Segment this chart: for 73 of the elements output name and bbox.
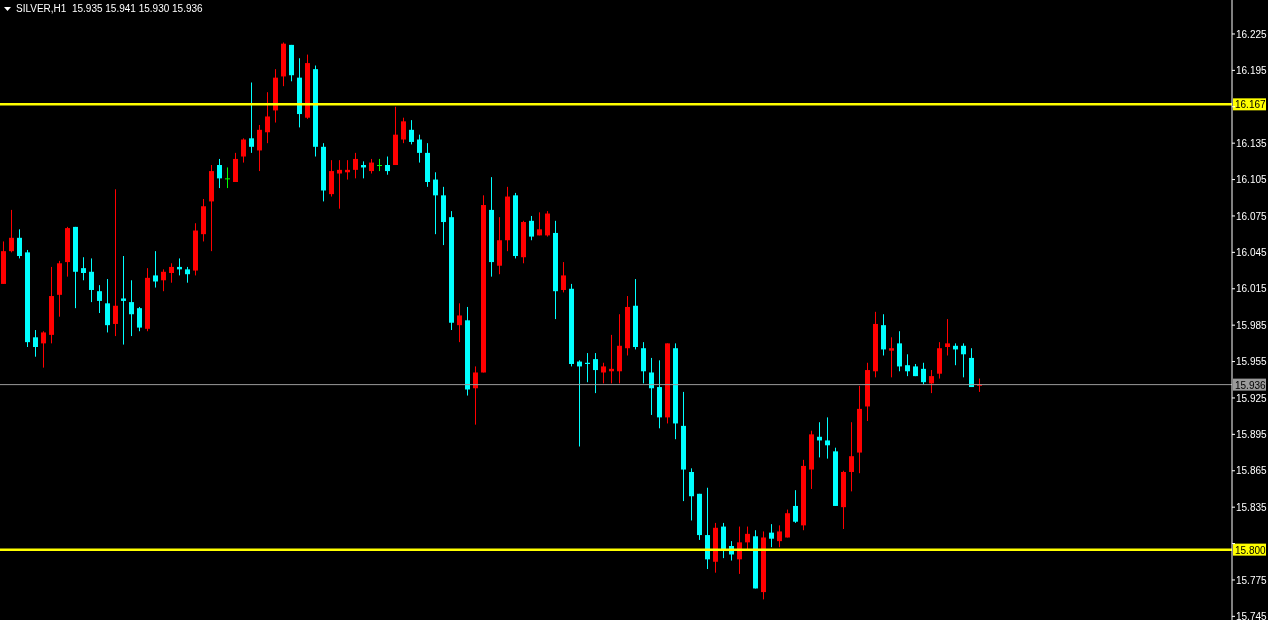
candlestick (17, 228, 22, 259)
candlestick (265, 91, 270, 144)
candlestick (401, 117, 406, 144)
candlestick (769, 523, 774, 548)
y-tick-label: 15.865 (1236, 465, 1268, 477)
candlestick (433, 171, 438, 235)
candlestick (601, 362, 606, 384)
candlestick (905, 353, 910, 377)
y-tick-label: 16.075 (1236, 210, 1268, 222)
candlestick (417, 134, 422, 164)
y-tick-label: 16.045 (1236, 246, 1268, 258)
candlestick (849, 421, 854, 492)
candlestick (121, 255, 126, 346)
candlestick (105, 278, 110, 333)
candlestick (153, 250, 158, 289)
candlestick (649, 357, 654, 416)
y-tick-label: 16.015 (1236, 283, 1268, 295)
candlestick (641, 341, 646, 384)
candlestick (9, 209, 14, 253)
y-tick-label: 15.985 (1236, 319, 1268, 331)
candlestick (793, 489, 798, 524)
y-tick-label: 15.925 (1236, 392, 1268, 404)
candlestick (137, 306, 142, 332)
y-tick-label: 15.835 (1236, 501, 1268, 513)
candlestick (473, 365, 478, 426)
candlestick (889, 336, 894, 378)
candlestick (385, 156, 390, 176)
candlestick (545, 210, 550, 238)
candlestick (961, 342, 966, 378)
candlestick (897, 330, 902, 372)
candlestick (129, 279, 134, 337)
ref-line-label: 15.936 (1235, 379, 1267, 391)
y-tick-label: 16.105 (1236, 174, 1268, 186)
candlestick (337, 159, 342, 210)
candlestick (81, 256, 86, 281)
candlestick (529, 215, 534, 241)
y-tick-label: 16.195 (1236, 64, 1268, 76)
candlestick (593, 352, 598, 394)
candlestick (113, 188, 118, 337)
candlestick (161, 268, 166, 292)
candlestick (777, 524, 782, 548)
ref-line-label: 16.167 (1235, 99, 1267, 111)
candlestick (241, 137, 246, 164)
candlestick (561, 261, 566, 293)
candlestick (745, 526, 750, 551)
y-tick-label: 15.895 (1236, 428, 1268, 440)
y-tick-label: 15.745 (1236, 610, 1268, 620)
candlestick (169, 262, 174, 284)
candlestick (257, 124, 262, 172)
candlestick (233, 152, 238, 183)
ref-line-label: 15.800 (1235, 544, 1267, 556)
candlestick (721, 522, 726, 559)
candlestick (945, 318, 950, 356)
candlestick (929, 369, 934, 394)
candlestick (377, 158, 382, 172)
y-tick-label: 16.225 (1236, 28, 1268, 40)
candlestick (89, 257, 94, 303)
candlestick (353, 152, 358, 179)
candlestick (825, 416, 830, 460)
candlestick (409, 119, 414, 145)
candlestick (921, 362, 926, 386)
candlestick (33, 329, 38, 358)
candlestick (457, 302, 462, 343)
candlestick (249, 82, 254, 154)
candlestick (41, 330, 46, 369)
candlestick (225, 166, 230, 189)
candlestick (97, 284, 102, 314)
y-tick-label: 15.775 (1236, 574, 1268, 586)
chart-title: SILVER,H1 15.935 15.941 15.930 15.936 (16, 3, 203, 14)
candlestick (217, 158, 222, 189)
candlestick (329, 159, 334, 198)
y-tick-label: 16.135 (1236, 137, 1268, 149)
y-tick-label: 15.955 (1236, 356, 1268, 368)
